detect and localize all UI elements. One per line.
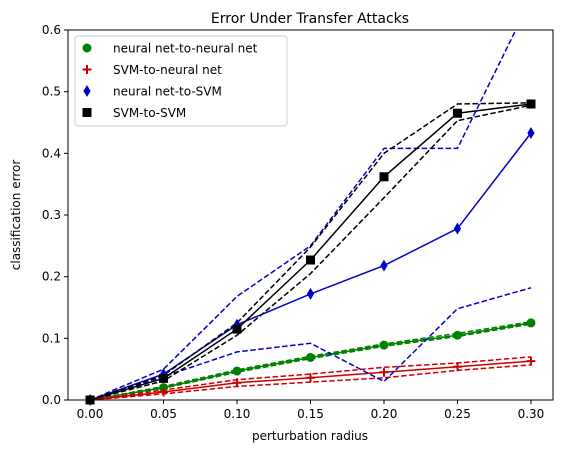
x-axis-label: perturbation radius — [252, 429, 368, 443]
y-tick-label: 0.0 — [42, 393, 61, 407]
x-tick-label: 0.25 — [444, 407, 471, 421]
legend-label: neural net-to-SVM — [113, 85, 222, 99]
data-point — [526, 99, 536, 109]
x-tick-label: 0.20 — [371, 407, 398, 421]
y-tick-label: 0.2 — [42, 270, 61, 284]
y-tick-label: 0.1 — [42, 331, 61, 345]
data-point — [453, 222, 462, 235]
data-point — [380, 259, 388, 272]
legend-marker — [82, 65, 92, 74]
data-point — [306, 352, 315, 362]
x-tick-label: 0.10 — [224, 407, 251, 421]
legend-item: SVM-to-SVM — [82, 106, 186, 120]
data-point — [159, 387, 169, 397]
data-point — [526, 318, 536, 328]
data-point — [452, 362, 462, 372]
x-tick-label: 0.05 — [150, 407, 177, 421]
x-axis: 0.00 0.05 0.10 0.15 0.20 0.25 0.30 — [77, 400, 545, 421]
legend-item: neural net-to-SVM — [83, 85, 222, 99]
data-point — [232, 324, 242, 334]
chart-title: Error Under Transfer Attacks — [211, 11, 409, 27]
data-point — [527, 126, 535, 139]
y-tick-label: 0.5 — [42, 85, 61, 99]
y-tick-label: 0.3 — [42, 208, 61, 222]
legend-marker — [83, 85, 91, 97]
legend-marker — [82, 43, 92, 53]
data-point — [306, 255, 315, 265]
y-axis-label: classification error — [9, 160, 23, 271]
data-point — [379, 340, 389, 350]
data-point — [452, 108, 462, 118]
data-point — [379, 172, 389, 182]
legend-item: neural net-to-neural net — [82, 42, 258, 56]
legend: neural net-to-neural net SVM-to-neural ne… — [74, 35, 288, 127]
series-upper-bound-line — [89, 102, 531, 400]
data-point — [526, 356, 536, 366]
legend-marker — [82, 108, 92, 117]
data-point — [159, 373, 169, 383]
y-tick-label: 0.6 — [42, 23, 61, 37]
legend-frame — [74, 35, 288, 127]
data-point — [452, 330, 462, 340]
y-tick-label: 0.4 — [42, 146, 61, 160]
x-tick-label: 0.30 — [518, 407, 545, 421]
data-point — [379, 367, 389, 377]
x-tick-label: 0.15 — [297, 407, 324, 421]
legend-item: SVM-to-neural net — [82, 63, 222, 77]
legend-label: SVM-to-SVM — [113, 106, 186, 120]
legend-label: SVM-to-neural net — [113, 63, 222, 77]
data-point — [306, 373, 315, 383]
data-point — [306, 287, 315, 300]
series-upper-bound-line — [89, 30, 517, 400]
legend-label: neural net-to-neural net — [113, 42, 258, 56]
data-point — [232, 366, 242, 376]
data-point — [232, 378, 242, 388]
x-tick-label: 0.00 — [77, 407, 104, 421]
y-axis: 0.0 0.1 0.2 0.3 0.4 0.5 0.6 — [42, 23, 68, 407]
